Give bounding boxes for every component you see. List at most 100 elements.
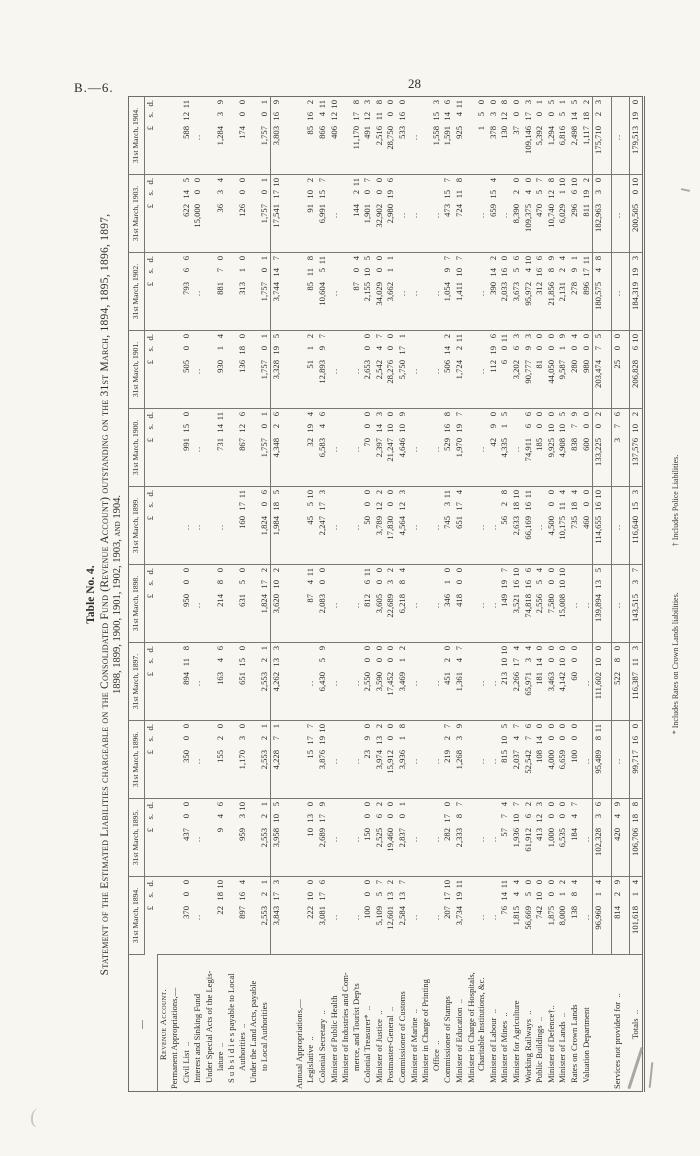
row-label-line: Charitable Institutions, &c. — [476, 977, 487, 1071]
value-cell: 182,96330 — [592, 174, 605, 253]
value-cell: 491123 — [362, 96, 374, 175]
value-cell: 3,789122 — [373, 486, 386, 565]
value-cell: 95,972410 — [522, 252, 535, 331]
currency-header-cell: £s.d. — [144, 330, 158, 409]
stub-cell — [271, 955, 283, 1092]
document-reference: B.—6. — [74, 80, 114, 95]
value-cell — [157, 642, 170, 721]
value-cell — [282, 330, 294, 409]
value-cell: .. — [328, 486, 341, 565]
value-cell — [157, 486, 170, 565]
value-cell: .. — [611, 564, 624, 643]
value-cell: .. — [192, 330, 205, 409]
value-cell: 1,970197 — [454, 408, 466, 487]
value-cell: 21,247100 — [385, 408, 398, 487]
table-row: Working Railways .. 56,66950 61,91262 52,54… — [522, 96, 535, 1092]
value-cell: .. — [204, 486, 227, 565]
row-label-line: Authorities .. — [236, 1023, 247, 1071]
value-cell: 35000 — [180, 720, 193, 799]
value-cell: 91102 — [305, 174, 317, 253]
value-cell: 2390 — [362, 720, 374, 799]
value-cell: 179,513190 — [629, 96, 644, 175]
value-cell: 116,640153 — [629, 486, 644, 565]
value-cell: 3700 — [511, 96, 523, 175]
value-cell: 200,505010 — [629, 174, 644, 253]
value-cell: 1,90107 — [362, 174, 374, 253]
value-cell: .. — [192, 564, 205, 643]
value-cell: 312166 — [534, 252, 546, 331]
value-cell: .. — [328, 330, 341, 409]
value-cell: 108140 — [534, 720, 546, 799]
row-label-line: Commissioner of Stamps — [442, 996, 453, 1083]
value-cell: 6000 — [568, 642, 581, 721]
value-cell: .. — [580, 564, 593, 643]
value-cell: 85162 — [305, 96, 317, 175]
value-cell: .. — [397, 174, 409, 253]
value-cell: 10,604511 — [316, 252, 329, 331]
value-cell: 37000 — [180, 876, 193, 955]
value-cell: .. — [487, 564, 500, 643]
value-cell: 79366 — [180, 252, 193, 331]
value-cell: 1,591146 — [442, 96, 455, 175]
value-cell: 102,32836 — [592, 798, 605, 877]
value-cell: 43700 — [180, 798, 193, 877]
value-cell: 867126 — [226, 408, 249, 487]
value-cell: 2,52562 — [373, 798, 386, 877]
value-cell: .. — [192, 720, 205, 799]
value-cell — [169, 486, 181, 565]
value-cell: 10,740128 — [545, 174, 558, 253]
value-cell — [282, 96, 294, 175]
value-cell: 12600 — [226, 174, 249, 253]
value-cell: .. — [611, 720, 624, 799]
currency-header-cell: £s.d. — [144, 798, 158, 877]
value-cell: 1,411107 — [454, 252, 466, 331]
value-cell: .. — [192, 876, 205, 955]
value-cell: 8,00012 — [557, 876, 569, 955]
value-cell: 3,67356 — [511, 252, 523, 331]
value-cell: 811192 — [580, 174, 593, 253]
value-cell — [169, 720, 181, 799]
value-cell: 7,58000 — [545, 564, 558, 643]
value-cell: 8100 — [534, 330, 546, 409]
value-cell: .. — [192, 642, 205, 721]
row-label-line: Minister for Agriculture — [511, 1000, 521, 1083]
value-cell: 83879 — [568, 408, 581, 487]
row-label-line: Minister of Education .. — [454, 998, 465, 1083]
value-cell: 180,57548 — [592, 252, 605, 331]
value-cell: .. — [305, 642, 317, 721]
value-cell: 7000 — [362, 408, 374, 487]
value-cell: 2,247173 — [316, 486, 329, 565]
value-cell: 109,146173 — [522, 96, 535, 175]
value-cell: 149197 — [499, 564, 511, 643]
value-cell: 1,29405 — [545, 96, 558, 175]
value-cell: 3,20263 — [511, 330, 523, 409]
value-cell — [169, 408, 181, 487]
value-cell: .. — [420, 564, 443, 643]
row-label-line: S u b s i d i e s payable to Local — [226, 973, 237, 1083]
value-cell: 21480 — [204, 564, 227, 643]
value-cell: 4,262133 — [270, 642, 283, 721]
year-column-header: 31st March, 1899. — [128, 486, 145, 565]
value-cell: 6,43059 — [316, 642, 329, 721]
value-cell: 10130 — [305, 798, 317, 877]
stub-cell: Minister in Charge of Hospitals, Charitab… — [466, 955, 488, 1092]
row-label-line: Public Buildings .. — [534, 1016, 545, 1083]
stub-cell: Under the Land Acts, payable to Local Aut… — [248, 955, 270, 1092]
value-cell: .. — [340, 642, 363, 721]
value-cell: 18500 — [534, 408, 546, 487]
liabilities-table: —31st March, 1894. 31st March, 1895. 31st … — [128, 96, 645, 1092]
row-label-line: Minister of Defence†.. — [545, 1005, 556, 1083]
value-cell: 3,744147 — [270, 252, 283, 331]
value-cell: .. — [408, 642, 421, 721]
value-cell: 991150 — [180, 408, 193, 487]
stub-cell: Commissioner of Stamps — [442, 955, 454, 1092]
value-cell: 2,55654 — [534, 564, 546, 643]
value-cell: 2,65300 — [362, 330, 374, 409]
value-cell: 2,83701 — [397, 798, 409, 877]
table-row: Minister of Labour .............. 4290 112… — [487, 96, 500, 1092]
value-cell: 1,75701 — [248, 252, 271, 331]
value-cell — [282, 876, 294, 955]
row-label-line: Revenue Account. — [157, 988, 168, 1061]
value-cell: 9,58719 — [557, 330, 569, 409]
row-label-line: Working Railways .. — [522, 1010, 533, 1083]
